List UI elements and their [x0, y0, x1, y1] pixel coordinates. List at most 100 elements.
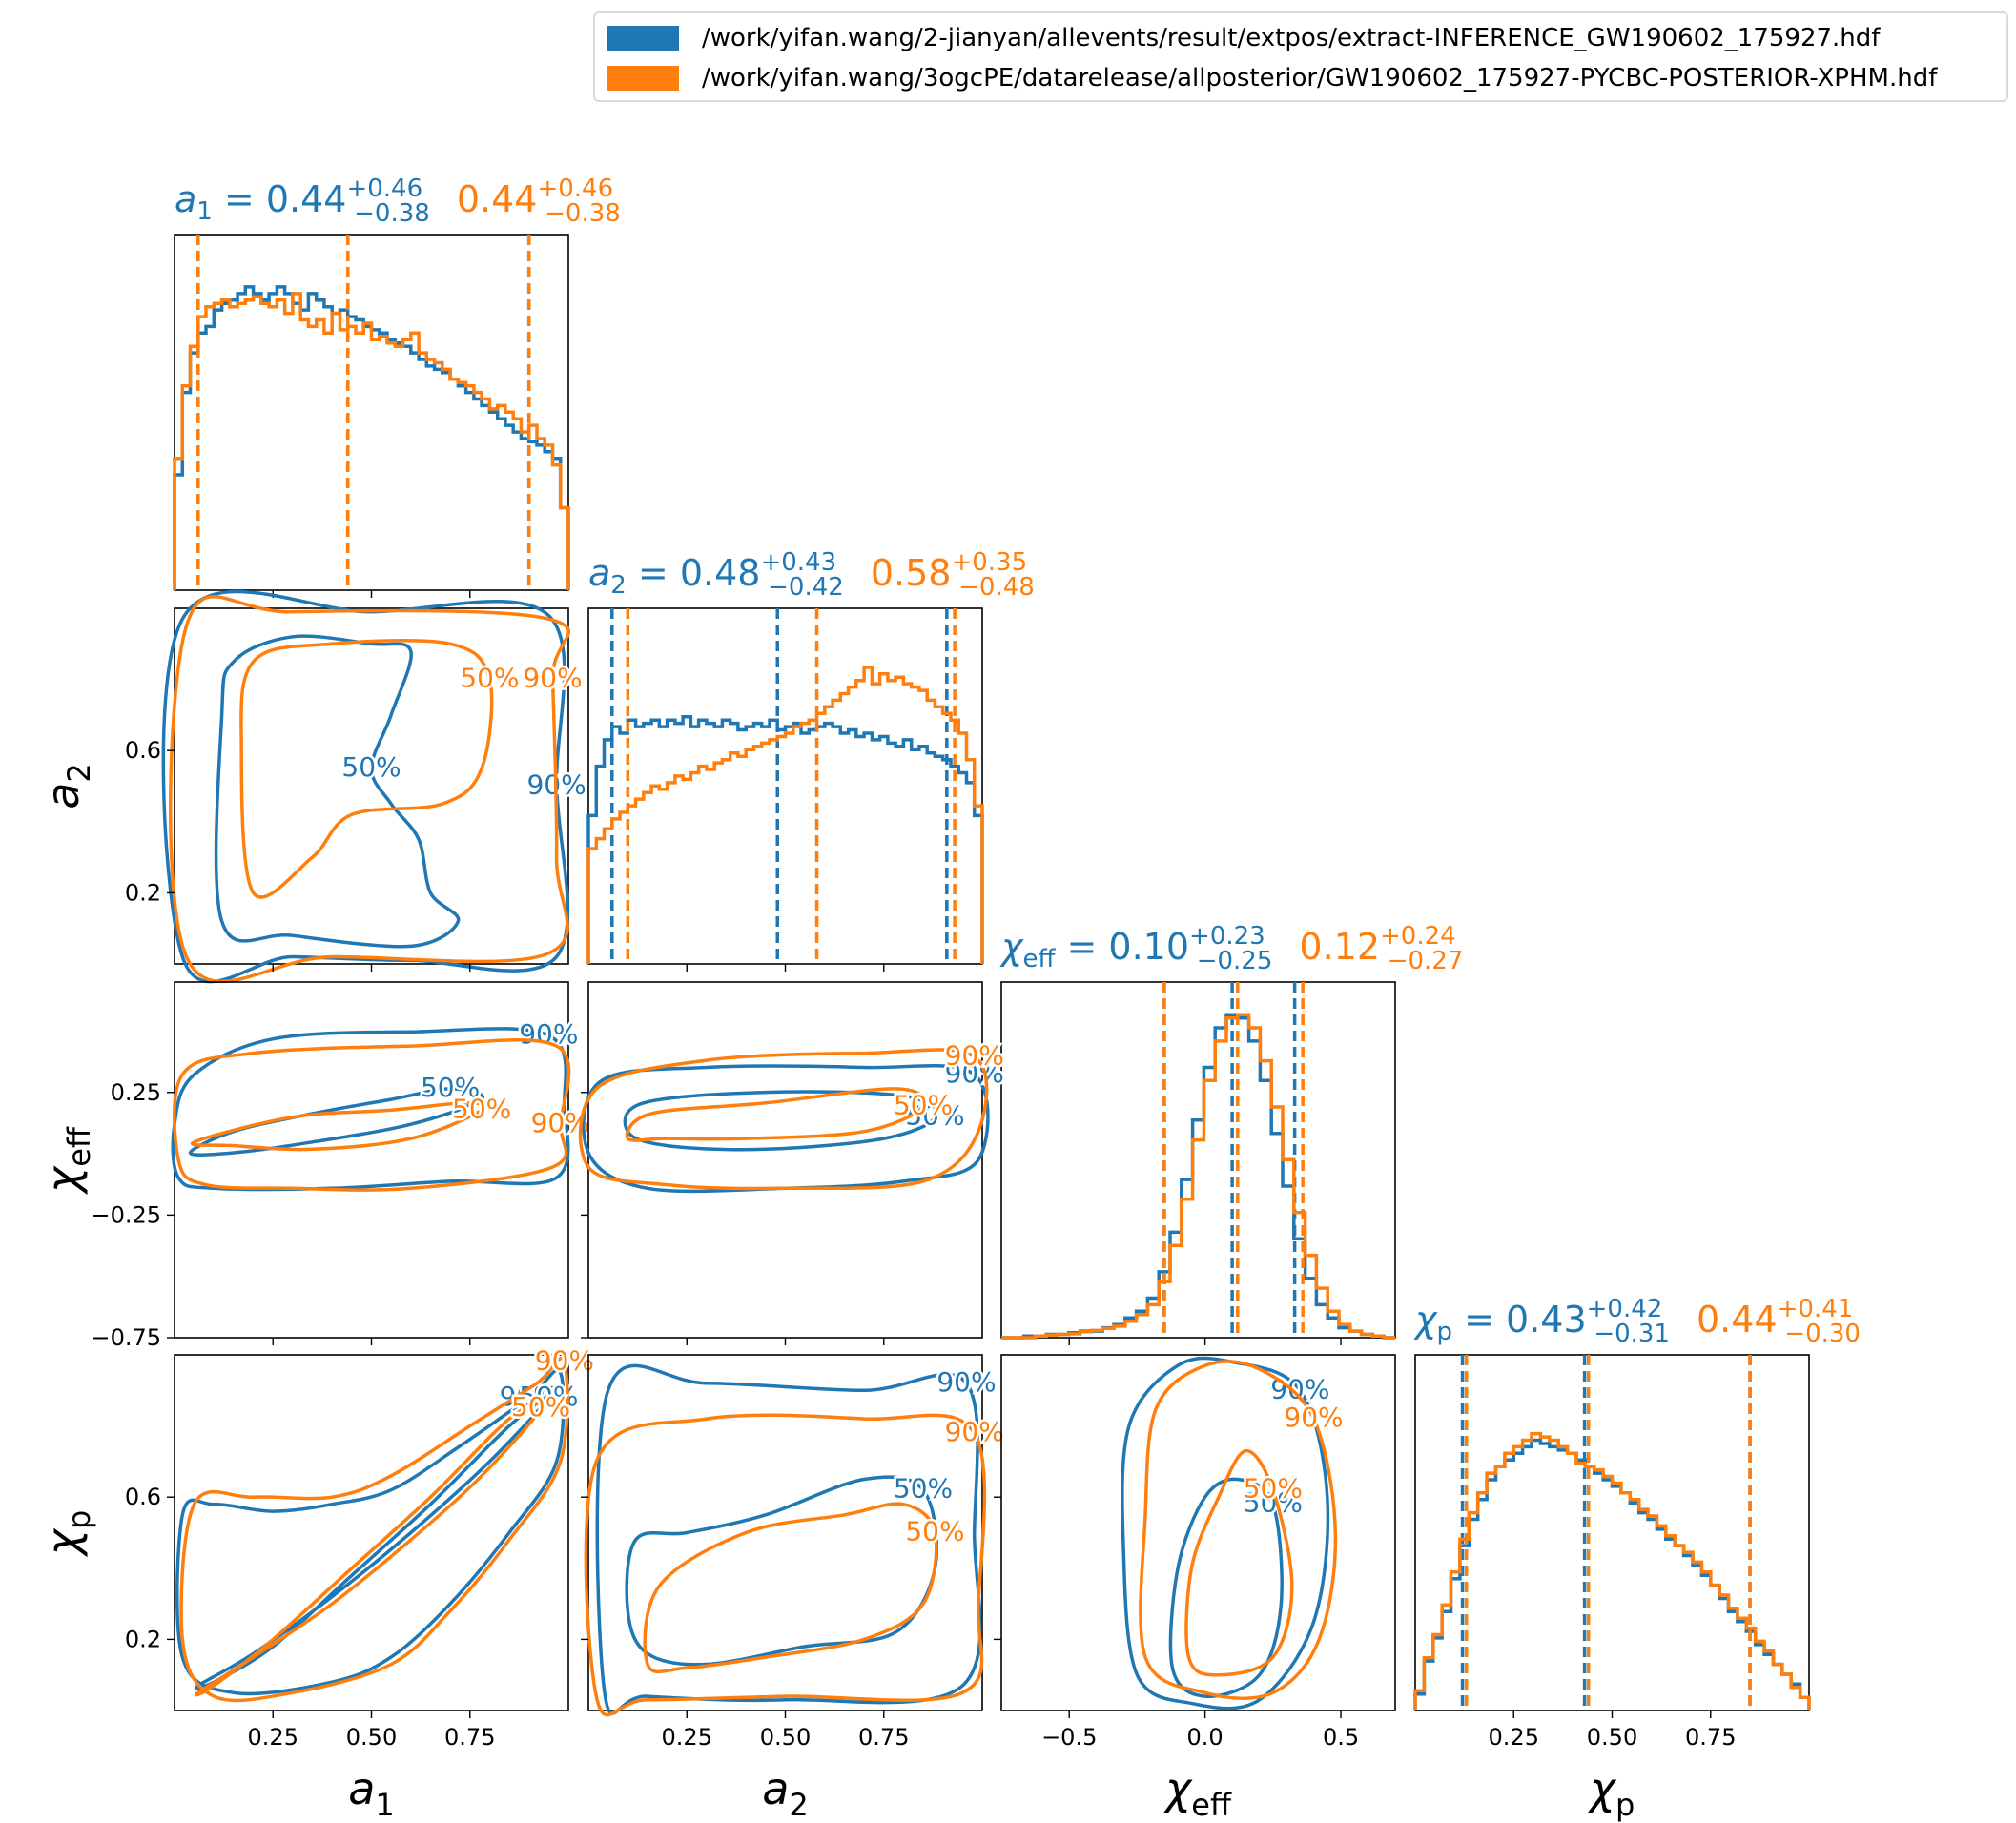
title-symbol: χ	[999, 926, 1024, 968]
contour-label: 50%	[460, 663, 519, 694]
contour-orange-50	[1184, 1448, 1294, 1677]
y-axis-label-chi_eff: χeff	[37, 1126, 97, 1196]
title-plus-orange: +0.46	[537, 174, 613, 203]
x-tick-label: 0.75	[444, 1724, 495, 1751]
contour-orange-90	[584, 1413, 987, 1717]
y-axis-label-a2: a2	[37, 763, 97, 809]
x-tick-label: 0.50	[760, 1724, 811, 1751]
contour-blue-90	[161, 589, 569, 984]
contour-panel-a2-chi_eff	[587, 981, 983, 1339]
title-plus-blue: +0.43	[760, 548, 836, 577]
hist-panel-a2	[587, 607, 983, 965]
title-subscript: 2	[610, 571, 627, 600]
contour-orange-90	[169, 595, 571, 984]
x-tick-label: 0.50	[346, 1724, 397, 1751]
title-minus-orange: −0.38	[545, 199, 621, 228]
contour-orange-50	[625, 1087, 927, 1142]
contour-orange-50	[194, 1402, 544, 1697]
x-tick-label: 0.75	[1685, 1724, 1736, 1751]
hist-panel-chi_eff	[1000, 981, 1396, 1339]
x-axis-label-a1: a1	[348, 1763, 395, 1823]
contour-blue-50	[194, 1394, 551, 1690]
panel-title: χp = 0.43+0.42 −0.31 0.44+0.41 −0.30	[1413, 1295, 1861, 1348]
axis-symbol: χ	[1587, 1763, 1617, 1814]
contour-blue-90	[1121, 1356, 1330, 1710]
title-symbol: a	[588, 552, 610, 594]
y-tick-label: −0.75	[91, 1324, 161, 1351]
contour-label: 90%	[936, 1366, 996, 1398]
legend-entry: /work/yifan.wang/2-jianyan/allevents/res…	[607, 19, 1880, 57]
title-median-orange: 0.12	[1299, 926, 1380, 968]
contour-blue-50	[1168, 1477, 1284, 1698]
contour-label: 90%	[523, 663, 582, 694]
y-tick-label: −0.25	[91, 1201, 161, 1228]
panel-title: a1 = 0.44+0.46 −0.38 0.44+0.46 −0.38	[175, 174, 621, 228]
title-plus-blue: +0.46	[346, 174, 422, 203]
title-minus-blue: −0.25	[1197, 947, 1273, 975]
contour-label: 50%	[341, 751, 401, 783]
axis-subscript: eff	[1191, 1787, 1232, 1823]
contour-label: 50%	[894, 1473, 953, 1505]
x-tick-label: 0.5	[1323, 1724, 1359, 1751]
title-minus-orange: −0.27	[1388, 947, 1464, 975]
title-median-orange: 0.44	[457, 178, 538, 220]
axis-subscript: p	[61, 1510, 97, 1529]
axis-subscript: p	[1615, 1787, 1635, 1823]
x-axis-label-chi_eff: χeff	[1162, 1763, 1232, 1823]
hist-blue	[1001, 1013, 1395, 1340]
contour-blue-90	[175, 1368, 566, 1696]
hist-orange	[1413, 1431, 1811, 1710]
title-symbol: a	[175, 178, 196, 220]
hist-orange	[1001, 1013, 1395, 1340]
contour-label: 90%	[1284, 1402, 1343, 1433]
contour-orange-90	[179, 1356, 569, 1703]
axis-symbol: a	[762, 1763, 789, 1814]
y-tick-label: 0.2	[125, 1626, 161, 1652]
y-tick-label: 0.2	[125, 879, 161, 906]
contour-label: 50%	[421, 1072, 480, 1103]
contour-label: 50%	[905, 1516, 964, 1547]
contour-orange-90	[1139, 1360, 1338, 1700]
hist-orange	[586, 666, 984, 964]
panel-title: a2 = 0.48+0.43 −0.42 0.58+0.35 −0.48	[588, 548, 1035, 602]
panel-title: χeff = 0.10+0.23 −0.25 0.12+0.24 −0.27	[999, 922, 1463, 975]
contour-label: 90%	[945, 1039, 1004, 1071]
contour-orange-50	[239, 638, 494, 899]
x-tick-label: 0.50	[1587, 1724, 1637, 1751]
title-minus-blue: −0.38	[354, 199, 430, 228]
contour-panel-a1-chi_eff	[174, 981, 569, 1339]
axis-symbol: χ	[37, 1527, 89, 1558]
axis-subscript: 2	[789, 1787, 808, 1823]
title-plus-orange: +0.41	[1778, 1295, 1854, 1323]
title-minus-blue: −0.42	[768, 573, 844, 602]
contour-label: 50%	[511, 1391, 570, 1423]
legend-entry: /work/yifan.wang/3ogcPE/datarelease/allp…	[607, 59, 1937, 97]
x-tick-label: 0.25	[662, 1724, 712, 1751]
contour-label: 90%	[945, 1416, 1004, 1447]
title-plus-blue: +0.23	[1189, 922, 1265, 951]
axis-symbol: χ	[1162, 1763, 1193, 1814]
title-median-orange: 0.44	[1697, 1299, 1778, 1341]
legend: /work/yifan.wang/2-jianyan/allevents/res…	[593, 11, 2008, 102]
contour-label: 50%	[452, 1093, 511, 1124]
y-tick-label: 0.6	[125, 737, 161, 764]
legend-label: /work/yifan.wang/3ogcPE/datarelease/allp…	[702, 64, 1938, 92]
contour-label: 50%	[1244, 1473, 1303, 1505]
axis-symbol: a	[37, 783, 89, 809]
axis-symbol: χ	[37, 1165, 89, 1196]
title-median-orange: 0.58	[871, 552, 952, 594]
contour-label: 90%	[535, 1344, 594, 1376]
contour-panel-chi_eff-chi_p	[1000, 1354, 1396, 1711]
contour-blue-50	[214, 634, 461, 949]
contour-orange-50	[643, 1502, 938, 1674]
title-plus-blue: +0.42	[1587, 1295, 1663, 1323]
contour-label: 90%	[519, 1018, 578, 1050]
y-axis-label-chi_p: χp	[37, 1510, 97, 1559]
title-minus-blue: −0.31	[1594, 1320, 1670, 1348]
axis-subscript: eff	[61, 1126, 97, 1167]
x-axis-label-a2: a2	[762, 1763, 809, 1823]
contour-label: 90%	[945, 1057, 1004, 1089]
contour-label: 50%	[894, 1090, 953, 1121]
x-tick-label: −0.5	[1041, 1724, 1097, 1751]
